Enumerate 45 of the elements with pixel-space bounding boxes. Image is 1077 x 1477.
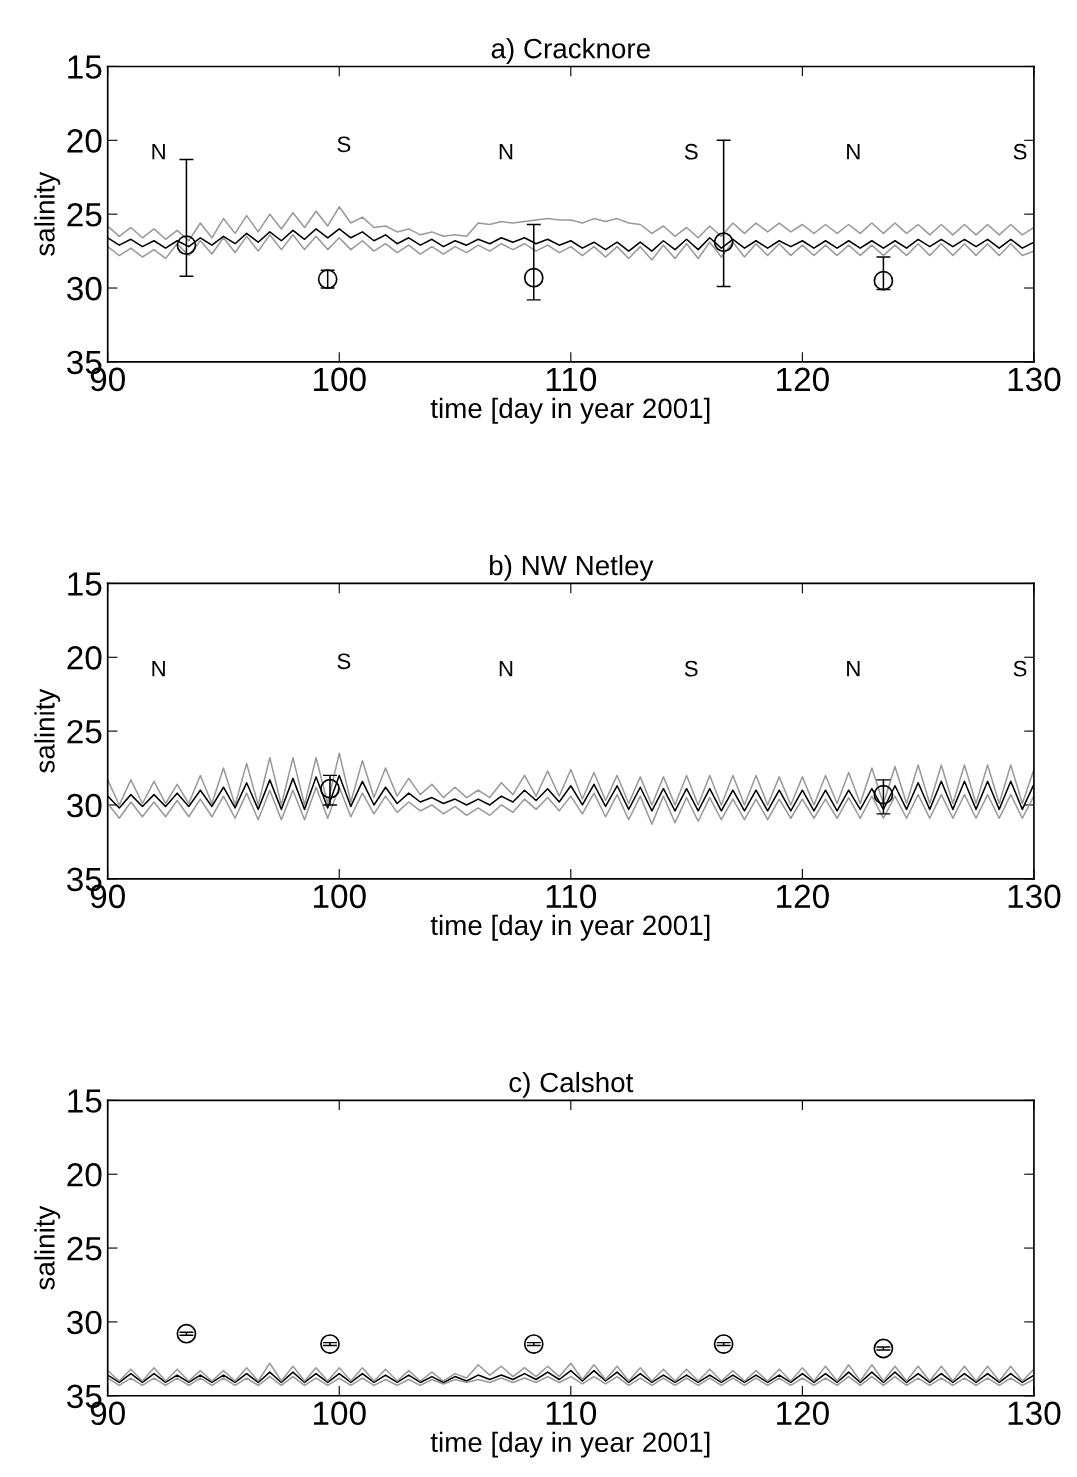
- annotation: S: [337, 136, 351, 153]
- y-tick-label: 20: [67, 1163, 102, 1187]
- x-tick-label: 110: [546, 367, 597, 392]
- annotation: S: [1013, 143, 1027, 160]
- y-tick-label: 15: [68, 572, 102, 596]
- annotation: N: [847, 144, 860, 160]
- x-axis-title: time [day in year 2001]: [430, 1431, 710, 1458]
- y-tick-label: 15: [68, 55, 102, 79]
- annotation: N: [499, 144, 513, 160]
- annotation: S: [1013, 660, 1027, 677]
- x-tick-label: 100: [313, 367, 366, 392]
- y-tick-label: 15: [68, 1089, 102, 1113]
- annotation: N: [152, 144, 165, 160]
- x-tick-label: 100: [313, 1401, 366, 1426]
- annotation: S: [337, 653, 351, 670]
- annotation: N: [152, 661, 165, 677]
- y-tick-label: 25: [67, 202, 102, 227]
- x-tick-label: 130: [1008, 367, 1061, 392]
- x-tick-label: 100: [313, 884, 366, 909]
- x-tick-label: 120: [777, 1401, 829, 1426]
- annotation: S: [684, 660, 698, 677]
- annotation: N: [499, 661, 513, 677]
- x-axis-title: time [day in year 2001]: [430, 914, 710, 941]
- annotation: N: [847, 661, 860, 677]
- y-tick-label: 20: [67, 646, 102, 670]
- y-tick-label: 25: [67, 719, 102, 744]
- chart-title: c) Calshot: [509, 1071, 634, 1098]
- x-tick-label: 110: [546, 1401, 597, 1426]
- x-axis-title: time [day in year 2001]: [430, 397, 710, 424]
- y-tick-label: 30: [67, 276, 102, 301]
- annotation: S: [684, 143, 698, 160]
- y-axis-title: salinity: [34, 171, 61, 256]
- y-tick-label: 25: [67, 1236, 102, 1261]
- x-tick-label: 130: [1008, 884, 1061, 909]
- chart-title: a) Cracknore: [491, 38, 650, 64]
- x-tick-label: 120: [777, 884, 829, 909]
- x-tick-label: 120: [777, 367, 829, 392]
- y-tick-label: 30: [67, 1310, 102, 1335]
- y-axis-title: salinity: [34, 1205, 61, 1290]
- y-tick-label: 30: [67, 793, 102, 818]
- chart-title: b) NW Netley: [490, 554, 654, 581]
- x-tick-label: 130: [1008, 1401, 1061, 1426]
- y-axis-title: salinity: [34, 688, 61, 773]
- x-tick-label: 110: [546, 884, 597, 909]
- y-tick-label: 20: [67, 129, 102, 153]
